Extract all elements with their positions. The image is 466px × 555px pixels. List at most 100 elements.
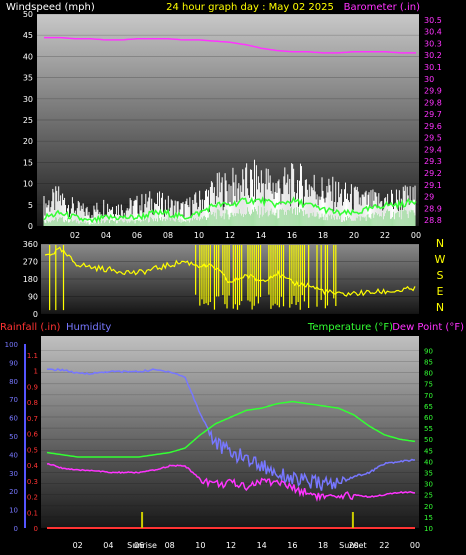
barometer-y-tick-label: 29 (424, 193, 434, 202)
humidity-y-tick-label: 20 (9, 488, 18, 496)
humidity-y-tick-label: 80 (9, 378, 18, 386)
compass-label: E (437, 285, 444, 298)
humidity-axis-label: Humidity (66, 322, 111, 333)
barometer-y-tick-label: 30 (424, 75, 434, 84)
wind-x-tick-label: 08 (163, 231, 173, 240)
rain-y-tick-label: 0.9 (27, 383, 38, 391)
rainfall-axis-label: Rainfall (.in) (0, 322, 61, 333)
wind-y-tick-label: 30 (23, 95, 33, 104)
compass-label: W (435, 253, 446, 266)
wind-y-tick-label: 35 (23, 74, 33, 83)
wind-y-tick-label: 50 (23, 10, 33, 19)
rain-y-tick-label: 0.6 (27, 431, 39, 439)
sunset-label: Sunset (339, 541, 366, 550)
barometer-y-tick-label: 29.4 (424, 145, 442, 154)
wind-average-line (43, 196, 417, 224)
wind-x-tick-label: 14 (256, 231, 266, 240)
barometer-y-tick-label: 30.2 (424, 51, 442, 60)
temperature-y-tick-label: 30 (424, 481, 433, 489)
wind-y-tick-label: 10 (23, 180, 33, 189)
wind-y-tick-label: 20 (23, 137, 33, 146)
wind-x-tick-label: 10 (194, 231, 204, 240)
humidity-y-tick-label: 40 (9, 451, 18, 459)
humidity-y-tick-label: 0 (14, 525, 18, 533)
temp-x-tick-label: 10 (195, 541, 205, 550)
temperature-y-tick-label: 75 (424, 381, 433, 389)
wind-y-tick-label: 40 (23, 52, 33, 61)
temperature-y-tick-label: 40 (424, 458, 433, 466)
wind-x-tick-label: 18 (318, 231, 328, 240)
temperature-y-tick-label: 15 (424, 514, 433, 522)
barometer-axis-label: Barometer (.in) (344, 2, 420, 13)
humidity-y-tick-label: 60 (9, 415, 18, 423)
rain-y-tick-label: 1.1 (27, 352, 38, 360)
barometer-line (44, 36, 416, 54)
direction-y-ticks: 0 90 180 270 360 (23, 240, 38, 319)
wind-y-tick-label: 25 (23, 116, 33, 125)
barometer-y-tick-label: 29.2 (424, 169, 442, 178)
temperature-y-tick-label: 80 (424, 370, 433, 378)
temp-x-tick-label: 20 (349, 541, 359, 550)
barometer-y-tick-label: 30.4 (424, 28, 442, 37)
temperature-y-tick-label: 55 (424, 425, 433, 433)
temperature-axis-label: Temperature (°F) (307, 322, 393, 333)
temp-x-tick-label: 04 (103, 541, 113, 550)
wind-x-tick-label: 22 (380, 231, 390, 240)
direction-y-tick-label: 360 (23, 240, 38, 249)
compass-label: S (437, 269, 444, 282)
barometer-y-tick-label: 29.3 (424, 157, 442, 166)
temperature-y-ticks: 10 15 20 25 30 35 40 45 50 55 60 65 70 75 80 85 90 (424, 347, 433, 533)
windspeed-axis-label: Windspeed (mph) (6, 2, 95, 13)
humidity-y-tick-label: 10 (9, 507, 18, 515)
temp-x-tick-label: 16 (287, 541, 297, 550)
temperature-y-tick-label: 45 (424, 447, 433, 455)
humidity-y-ticks: 0 10 20 30 40 50 60 70 80 90 100 (5, 341, 26, 533)
temp-x-tick-label: 12 (226, 541, 236, 550)
direction-y-tick-label: 0 (33, 310, 38, 319)
barometer-y-tick-label: 28.9 (424, 204, 442, 213)
compass-label: N (436, 301, 444, 314)
temperature-y-tick-label: 70 (424, 392, 433, 400)
barometer-y-tick-label: 28.8 (424, 216, 442, 225)
direction-plot-area (41, 244, 419, 314)
dewpoint-axis-label: Dew Point (°F) (392, 322, 464, 333)
temperature-y-tick-label: 50 (424, 436, 433, 444)
temperature-y-tick-label: 10 (424, 525, 433, 533)
wind-x-tick-label: 20 (349, 231, 359, 240)
wind-x-tick-label: 02 (70, 231, 80, 240)
barometer-y-tick-label: 29.5 (424, 134, 442, 143)
humidity-y-tick-label: 100 (5, 341, 18, 349)
temperature-y-tick-label: 65 (424, 403, 433, 411)
rain-y-tick-label: 0.1 (27, 509, 38, 517)
temp-x-tick-label: 08 (165, 541, 175, 550)
barometer-y-tick-label: 29.6 (424, 122, 442, 131)
rain-y-tick-label: 0.3 (27, 478, 38, 486)
wind-x-tick-label: 06 (132, 231, 142, 240)
barometer-y-tick-label: 30.3 (424, 39, 442, 48)
humidity-y-tick-label: 90 (9, 359, 18, 367)
dewpoint-line (46, 463, 415, 503)
rain-y-tick-label: 0.4 (27, 462, 39, 470)
barometer-y-ticks: 28.8 28.9 29 29.1 29.2 29.3 29.4 29.5 29.6 29.7 29… (424, 16, 442, 225)
rain-y-tick-label: 0.7 (27, 415, 38, 423)
humidity-y-tick-label: 70 (9, 396, 18, 404)
humidity-line (47, 368, 416, 491)
barometer-y-tick-label: 29.1 (424, 181, 442, 190)
wind-y-tick-label: 0 (28, 222, 33, 231)
wind-direction-line (44, 246, 416, 297)
direction-y-tick-label: 180 (23, 275, 38, 284)
wind-x-tick-label: 04 (101, 231, 111, 240)
wind-y-tick-label: 15 (23, 158, 33, 167)
wind-y-ticks: 0 5 10 15 20 25 30 35 40 45 50 (23, 10, 33, 231)
rain-y-tick-label: 0.2 (27, 494, 38, 502)
wind-x-tick-label: 12 (225, 231, 235, 240)
rain-y-tick-label: 1 (34, 368, 38, 376)
wind-x-tick-label: 16 (287, 231, 297, 240)
temp-x-tick-label: 14 (257, 541, 267, 550)
rain-y-tick-label: 0 (34, 525, 38, 533)
humidity-y-tick-label: 50 (9, 433, 18, 441)
